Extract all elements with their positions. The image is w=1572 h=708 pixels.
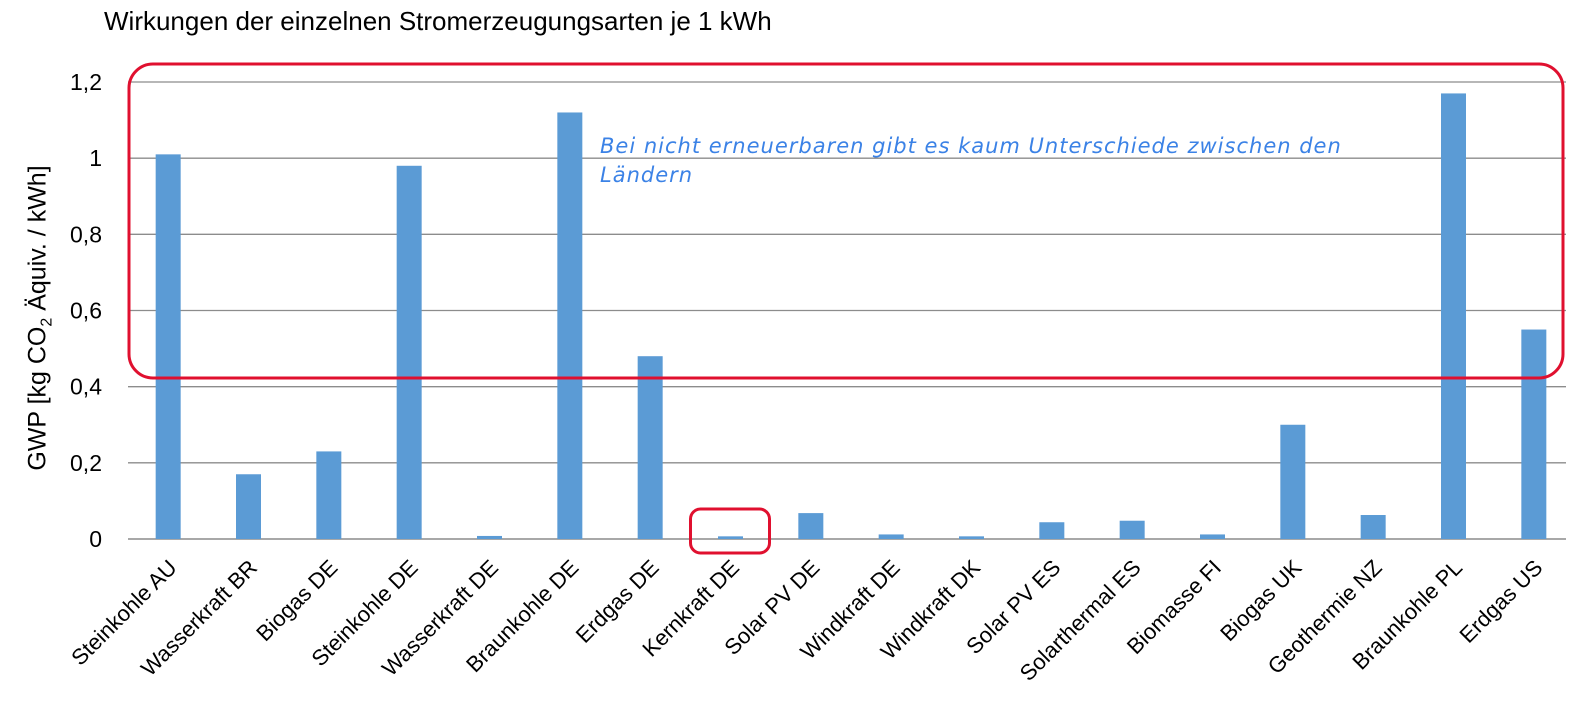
bar xyxy=(637,356,663,539)
bar xyxy=(1280,424,1306,539)
y-tick-label: 0,6 xyxy=(70,298,102,324)
annotation-text: Ländern xyxy=(600,163,693,187)
chart-title: Wirkungen der einzelnen Stromerzeugungsa… xyxy=(104,6,772,36)
bar xyxy=(236,474,261,539)
bar xyxy=(155,154,181,539)
y-tick-label: 0,4 xyxy=(70,374,102,400)
bar xyxy=(1360,515,1386,539)
bar xyxy=(1119,520,1145,539)
y-tick-label: 0,2 xyxy=(70,450,102,476)
bar xyxy=(396,165,422,540)
highlight-box-nonrenewable xyxy=(127,62,1565,380)
bar xyxy=(1039,522,1065,539)
bar xyxy=(1521,329,1547,539)
bar xyxy=(1200,534,1225,539)
bar xyxy=(798,513,824,539)
x-tick-label: Erdgas US xyxy=(1454,555,1547,648)
highlight-box-nuclear xyxy=(689,507,771,555)
y-tick-label: 0 xyxy=(89,526,102,552)
annotation-text: Bei nicht erneuerbaren gibt es kaum Unte… xyxy=(600,134,1342,158)
bar xyxy=(959,536,984,539)
bar xyxy=(316,451,342,539)
y-tick-label: 0,8 xyxy=(70,221,102,247)
y-tick-label: 1 xyxy=(89,145,102,171)
y-tick-label: 1,2 xyxy=(70,69,102,95)
bar xyxy=(477,535,502,539)
bar xyxy=(878,534,904,539)
bar xyxy=(557,112,583,539)
bar xyxy=(718,536,743,539)
bar xyxy=(1441,93,1466,540)
